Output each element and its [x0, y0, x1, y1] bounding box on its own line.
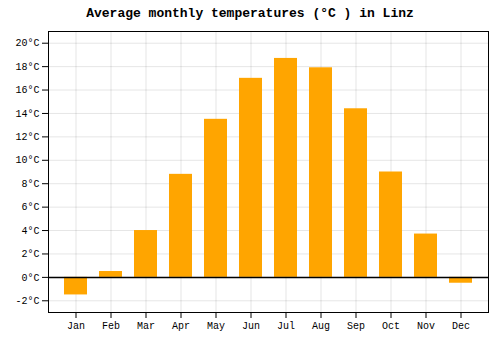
- svg-text:20°C: 20°C: [15, 38, 39, 49]
- svg-text:-2°C: -2°C: [15, 296, 39, 307]
- svg-text:8°C: 8°C: [21, 179, 39, 190]
- svg-text:Jun: Jun: [242, 321, 260, 332]
- svg-text:Mar: Mar: [137, 321, 155, 332]
- svg-text:Dec: Dec: [452, 321, 470, 332]
- svg-text:10°C: 10°C: [15, 155, 39, 166]
- svg-text:Apr: Apr: [172, 321, 190, 332]
- svg-text:16°C: 16°C: [15, 85, 39, 96]
- svg-text:14°C: 14°C: [15, 109, 39, 120]
- svg-text:Jan: Jan: [67, 321, 85, 332]
- svg-text:0°C: 0°C: [21, 273, 39, 284]
- svg-text:2°C: 2°C: [21, 249, 39, 260]
- svg-text:Feb: Feb: [102, 321, 120, 332]
- svg-text:Nov: Nov: [417, 321, 435, 332]
- html-text:Average monthly temperatures (: Average monthly temperatures (°C ) in Li…: [86, 6, 414, 21]
- svg-text:12°C: 12°C: [15, 132, 39, 143]
- svg-text:Aug: Aug: [312, 321, 330, 332]
- svg-text:4°C: 4°C: [21, 226, 39, 237]
- svg-text:May: May: [207, 321, 225, 332]
- svg-text:Jul: Jul: [277, 321, 295, 332]
- svg-text:6°C: 6°C: [21, 202, 39, 213]
- svg-text:Oct: Oct: [382, 321, 400, 332]
- svg-text:18°C: 18°C: [15, 62, 39, 73]
- svg-text:Sep: Sep: [347, 321, 365, 332]
